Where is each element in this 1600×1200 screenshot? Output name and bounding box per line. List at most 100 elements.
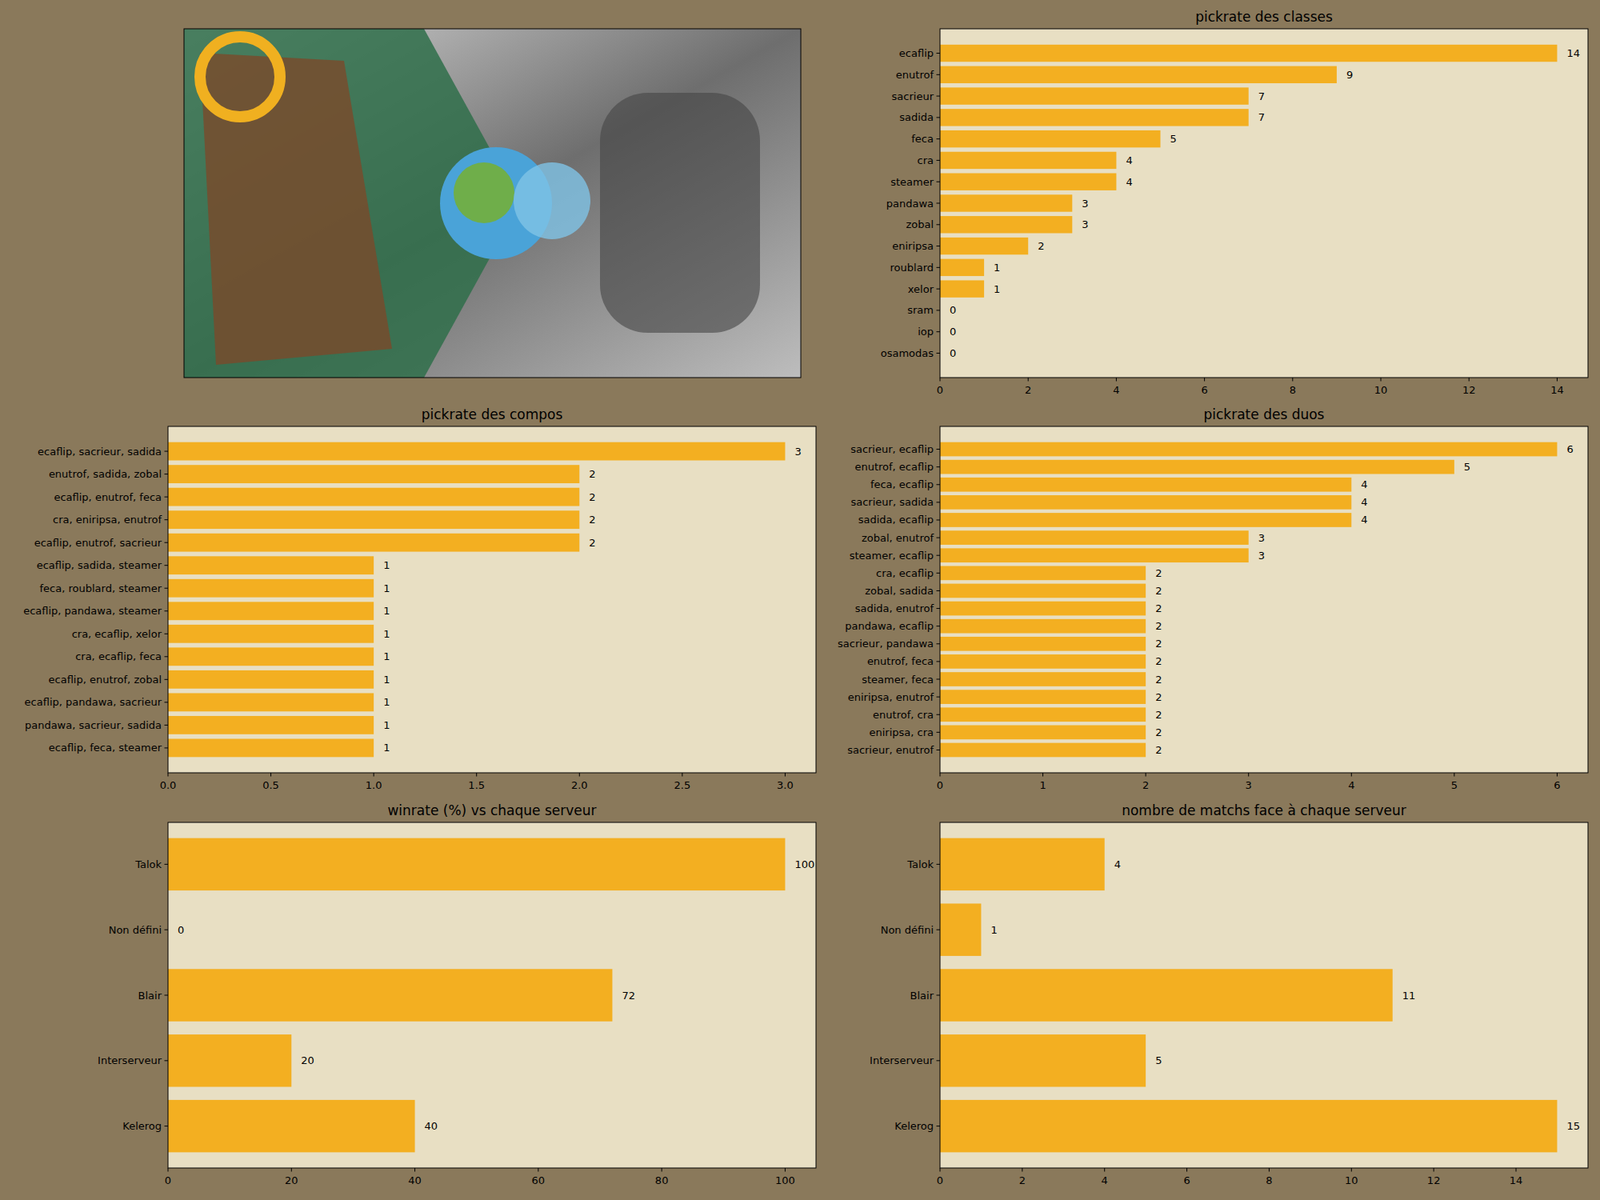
y-tick	[164, 864, 169, 865]
x-tick-label: 2.5	[674, 779, 692, 792]
plot-frame	[940, 28, 1588, 378]
bar	[940, 259, 984, 276]
plot-area	[168, 426, 816, 773]
bar	[940, 743, 1146, 758]
x-tick	[1116, 377, 1117, 382]
x-tick	[270, 772, 272, 777]
y-tick	[164, 519, 169, 520]
category-label: sadida, enutrof	[855, 602, 935, 615]
data-label: 2	[1155, 726, 1162, 739]
bar	[168, 624, 374, 644]
y-tick	[936, 519, 941, 520]
x-tick-label: 4	[1101, 1174, 1108, 1187]
data-label: 4	[1360, 478, 1368, 491]
image-bg	[184, 28, 801, 378]
data-label: 1	[383, 650, 390, 663]
x-tick-label: 6	[1183, 1174, 1190, 1187]
y-tick	[936, 696, 941, 698]
x-tick-label: 10	[1344, 1174, 1359, 1187]
chart: 1497754433211000ecaflipenutrofsacrieursa…	[880, 8, 1588, 396]
x-tick	[579, 772, 580, 777]
y-tick	[164, 656, 169, 657]
y-tick	[164, 542, 169, 544]
data-label: 6	[1566, 443, 1573, 456]
data-label: 1	[993, 283, 1000, 296]
bar	[940, 968, 1393, 1021]
data-label: 11	[1402, 989, 1416, 1002]
y-tick	[164, 588, 169, 589]
category-label: roublard	[890, 261, 934, 274]
bar	[940, 66, 1337, 84]
y-tick	[164, 995, 169, 996]
category-label: ecaflip, pandawa, steamer	[23, 604, 162, 617]
bar	[940, 838, 1105, 891]
bars	[940, 442, 1557, 758]
data-label: 1	[383, 604, 390, 617]
x-tick	[373, 772, 375, 777]
data-label: 9	[1346, 68, 1353, 81]
data-label: 0	[949, 304, 956, 316]
bar	[168, 464, 580, 484]
category-label: steamer, feca	[861, 673, 934, 686]
category-label: ecaflip, pandawa, sacrieur	[24, 696, 163, 708]
category-label: Non défini	[108, 924, 162, 936]
data-label: 2	[1155, 602, 1162, 615]
data-label: 4	[1125, 154, 1132, 167]
data-label: 2	[588, 536, 596, 549]
bars	[940, 838, 1557, 1153]
data-label: 0	[177, 924, 184, 936]
plot-frame	[940, 426, 1588, 773]
y-tick	[164, 473, 169, 475]
data-label: 20	[300, 1054, 315, 1067]
bar	[940, 460, 1455, 475]
y-tick	[164, 451, 169, 452]
category-label: steamer, ecaflip	[849, 549, 934, 562]
y-tick	[164, 1060, 169, 1061]
category-label: sacrieur, ecaflip	[850, 443, 934, 456]
data-label: 2	[588, 513, 596, 526]
bar	[168, 442, 785, 461]
data-label: 1	[383, 582, 390, 595]
category-label: feca	[911, 132, 934, 145]
category-label: Non défini	[880, 924, 934, 936]
x-tick	[1433, 1168, 1435, 1172]
x-tick-label: 0	[936, 779, 944, 792]
bar	[940, 130, 1161, 148]
category-label: Kelerog	[122, 1120, 162, 1132]
plot-area	[940, 28, 1588, 378]
category-label: pandawa, ecaflip	[844, 620, 934, 632]
x-tick-label: 100	[775, 1174, 796, 1187]
x-tick-label: 80	[655, 1174, 669, 1187]
x-tick-label: 14	[1509, 1174, 1524, 1187]
x-tick-label: 40	[408, 1174, 422, 1187]
image-shape	[513, 162, 591, 240]
bar	[168, 579, 374, 598]
bar	[168, 510, 580, 529]
x-tick-label: 3	[1245, 779, 1252, 792]
y-tick	[936, 929, 941, 931]
x-tick	[1268, 1168, 1270, 1172]
y-tick	[936, 466, 941, 468]
image-shape	[600, 92, 760, 333]
category-label: eniripsa, cra	[868, 726, 934, 739]
chart: 32222111111111ecaflip, sacrieur, sadidae…	[23, 406, 816, 792]
x-tick	[1453, 772, 1455, 777]
category-label: steamer	[890, 176, 934, 188]
bar	[940, 548, 1249, 563]
x-tick	[1021, 1168, 1023, 1172]
data-label: 3	[1081, 218, 1088, 231]
y-tick	[936, 309, 941, 311]
category-label: enutrof, cra	[872, 708, 934, 721]
data-label: 1	[383, 673, 390, 686]
bar	[940, 44, 1557, 62]
bar	[168, 838, 785, 891]
category-label: sadida	[899, 111, 934, 124]
y-tick	[936, 160, 941, 161]
data-label: 3	[1081, 197, 1088, 210]
category-label: enutrof, sadida, zobal	[48, 468, 162, 480]
bar	[168, 1034, 292, 1087]
bar	[940, 1100, 1557, 1152]
data-label: 1	[383, 741, 390, 754]
x-tick	[291, 1168, 292, 1172]
data-label: 2	[1155, 567, 1162, 580]
